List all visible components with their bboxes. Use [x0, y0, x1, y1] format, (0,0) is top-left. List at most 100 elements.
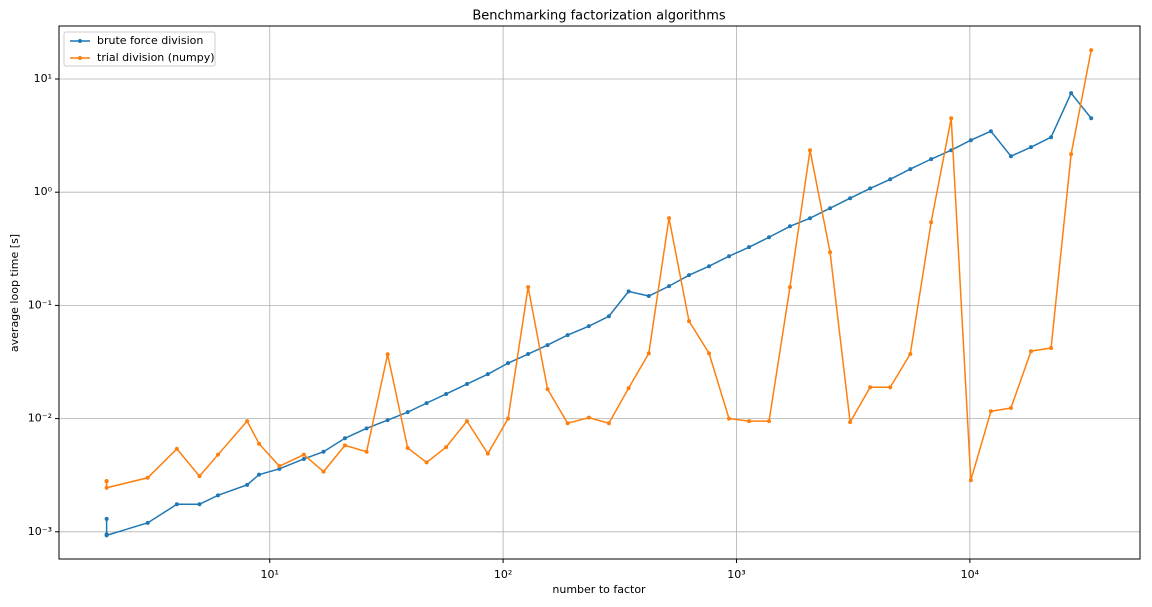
legend-label: trial division (numpy) [97, 51, 215, 64]
data-point [424, 401, 429, 406]
data-point [787, 224, 792, 229]
data-point [868, 385, 873, 390]
data-point [301, 452, 306, 457]
y-axis-label: average loop time [s] [8, 234, 21, 352]
data-point [1089, 48, 1094, 53]
data-point [747, 245, 752, 250]
data-point [586, 324, 591, 329]
data-point [104, 533, 109, 538]
data-point [385, 418, 390, 423]
data-point [888, 385, 893, 390]
data-point [1029, 145, 1034, 150]
data-point [526, 285, 531, 290]
data-point [908, 167, 913, 172]
data-point [626, 289, 631, 294]
data-point [968, 138, 973, 143]
series-line [105, 49, 1092, 489]
data-point [385, 352, 390, 357]
data-point [667, 284, 672, 289]
data-point [868, 186, 873, 191]
data-point [145, 475, 150, 480]
data-point [145, 520, 150, 525]
data-point [908, 352, 913, 357]
data-point [342, 443, 347, 448]
y-tick-label: 10⁻² [28, 412, 52, 425]
data-point [444, 445, 449, 450]
x-tick-label: 10⁴ [961, 568, 980, 581]
data-point [424, 460, 429, 465]
data-point [767, 235, 772, 240]
data-point [1049, 346, 1054, 351]
data-point [104, 485, 109, 490]
data-point [606, 314, 611, 319]
data-point [506, 416, 511, 421]
x-tick-label: 10² [494, 568, 512, 581]
x-tick-label: 10³ [727, 568, 745, 581]
legend-box [63, 31, 216, 67]
data-point [828, 206, 833, 211]
data-point [1069, 152, 1074, 157]
data-point [321, 469, 326, 474]
data-point [444, 391, 449, 396]
data-point [545, 387, 550, 392]
data-point [526, 352, 531, 357]
data-point [174, 446, 179, 451]
data-point [174, 502, 179, 507]
data-point [687, 319, 692, 324]
data-point [321, 449, 326, 454]
data-point [464, 382, 469, 387]
data-point [485, 451, 490, 456]
legend: brute force division trial division (nump… [63, 31, 216, 67]
legend-marker [78, 39, 82, 43]
data-point [929, 220, 934, 225]
data-point [707, 351, 712, 356]
data-point [464, 419, 469, 424]
data-point [808, 216, 813, 221]
data-point [405, 410, 410, 415]
data-point [301, 456, 306, 461]
data-point [968, 478, 973, 483]
data-point [364, 449, 369, 454]
data-point [342, 436, 347, 441]
data-point [215, 452, 220, 457]
x-tick-label: 10¹ [261, 568, 279, 581]
data-point [667, 216, 672, 221]
data-point [1089, 116, 1094, 121]
legend-marker [78, 56, 82, 60]
x-axis-label: number to factor [552, 583, 646, 596]
data-point [545, 343, 550, 348]
legend-label: brute force division [97, 34, 203, 47]
data-point [364, 426, 369, 431]
data-point [988, 409, 993, 414]
data-point [646, 294, 651, 299]
data-point [277, 464, 282, 469]
data-point [727, 416, 732, 421]
data-point [1069, 91, 1074, 96]
data-point [1008, 406, 1013, 411]
data-point [828, 250, 833, 255]
data-point [787, 285, 792, 290]
data-point [727, 254, 732, 259]
data-point [606, 421, 611, 426]
data-point [245, 482, 250, 487]
data-point [405, 445, 410, 450]
y-tick-label: 10⁻¹ [28, 298, 52, 311]
data-point [1008, 154, 1013, 159]
series-line [105, 91, 1092, 537]
plot-frame [58, 25, 1141, 560]
data-point [949, 116, 954, 121]
data-point [104, 516, 109, 521]
data-point [747, 419, 752, 424]
data-point [767, 419, 772, 424]
y-tick-label: 10⁰ [34, 185, 53, 198]
y-tick-label: 10¹ [34, 72, 52, 85]
data-point [197, 474, 202, 479]
data-point [687, 273, 692, 278]
data-point [104, 479, 109, 484]
data-point [626, 386, 631, 391]
data-point [1049, 135, 1054, 140]
data-point [565, 421, 570, 426]
data-point [988, 129, 993, 134]
data-point [586, 415, 591, 420]
